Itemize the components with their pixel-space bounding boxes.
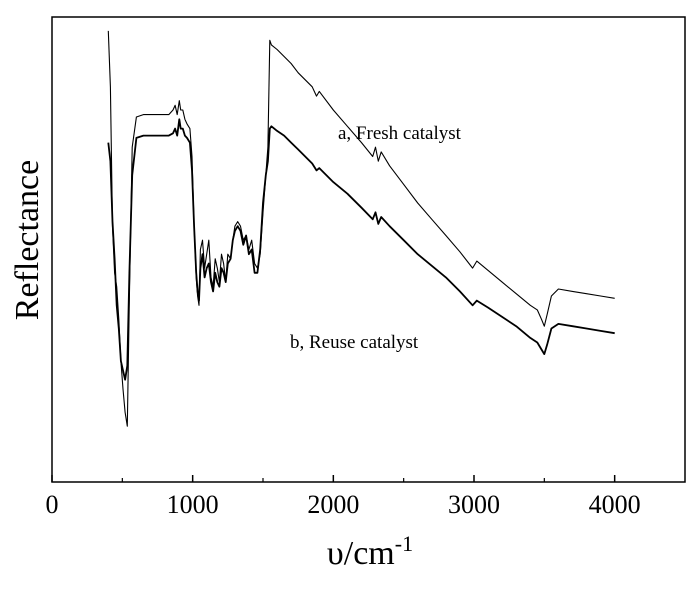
x-tick-label-0: 0: [46, 490, 59, 519]
plot-frame: [51, 16, 686, 483]
x-tick-label-3000: 3000: [448, 490, 500, 519]
series-line-b: [107, 118, 615, 381]
x-axis-ticks: [51, 475, 616, 482]
x-tick-label-1000: 1000: [167, 490, 219, 519]
series-label-a: a, Fresh catalyst: [338, 123, 462, 144]
series-label-b: b, Reuse catalyst: [290, 332, 419, 353]
y-axis-title: Reflectance: [9, 160, 46, 320]
series-line-a: [107, 30, 615, 427]
x-tick-label-2000: 2000: [307, 490, 359, 519]
series-layer: [107, 30, 615, 427]
x-tick-label-4000: 4000: [589, 490, 641, 519]
x-axis-tick-labels: 0 1000 2000 3000 4000: [46, 490, 641, 519]
x-axis-title-superscript: -1: [395, 531, 413, 556]
x-axis-title: υ/cm-1: [327, 531, 413, 572]
x-axis-title-main: υ/cm: [327, 535, 395, 572]
